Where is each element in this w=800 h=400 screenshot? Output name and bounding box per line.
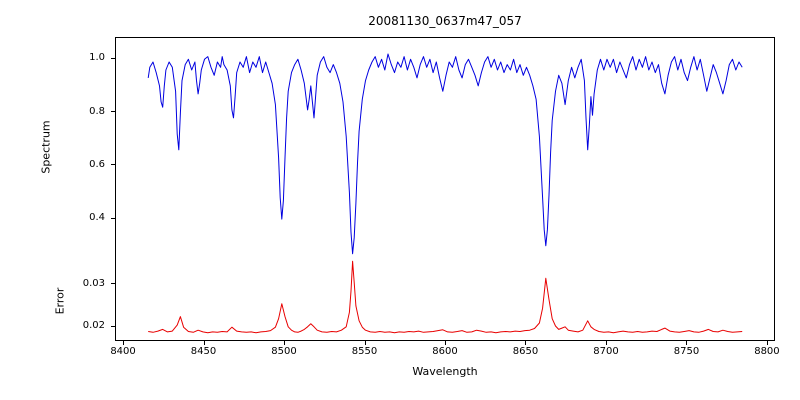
error-axis-label: Error <box>53 287 67 315</box>
y-tick-mark <box>111 217 115 219</box>
error-panel <box>115 257 775 341</box>
x-tick-label: 8650 <box>512 346 539 357</box>
y-tick-label: 0.8 <box>89 105 105 117</box>
error-line <box>148 260 743 334</box>
y-tick-mark <box>111 164 115 166</box>
spectrum-plot-svg <box>147 53 743 255</box>
x-tick-mark <box>284 341 286 345</box>
x-tick-label: 8550 <box>351 346 378 357</box>
chart-title: 20081130_0637m47_057 <box>368 14 522 28</box>
y-tick-mark <box>111 325 115 327</box>
x-tick-label: 8500 <box>271 346 297 357</box>
x-tick-label: 8400 <box>110 346 136 357</box>
x-tick-label: 8800 <box>754 346 780 357</box>
y-tick-label: 0.02 <box>82 320 105 332</box>
x-tick-mark <box>123 341 125 345</box>
wavelength-axis-label: Wavelength <box>412 365 478 378</box>
x-tick-label: 8450 <box>190 346 217 357</box>
x-tick-label: 8600 <box>432 346 458 357</box>
x-tick-label: 8750 <box>673 346 700 357</box>
spectrum-line <box>147 53 743 255</box>
x-tick-label: 8700 <box>593 346 619 357</box>
y-tick-mark <box>111 57 115 59</box>
spectrum-axis-label: Spectrum <box>39 120 53 174</box>
x-tick-mark <box>203 341 205 345</box>
x-tick-mark <box>364 341 366 345</box>
spectrum-panel <box>115 37 775 258</box>
x-tick-mark <box>525 341 527 345</box>
x-tick-mark <box>766 341 768 345</box>
y-tick-label: 0.4 <box>89 212 105 224</box>
error-plot-svg <box>148 260 743 334</box>
y-tick-mark <box>111 111 115 113</box>
y-tick-label: 0.03 <box>82 277 105 289</box>
y-tick-label: 1.0 <box>89 52 105 64</box>
y-tick-mark <box>111 283 115 285</box>
x-tick-mark <box>605 341 607 345</box>
y-tick-label: 0.6 <box>89 158 105 170</box>
x-tick-mark <box>445 341 446 345</box>
x-tick-mark <box>686 341 688 345</box>
